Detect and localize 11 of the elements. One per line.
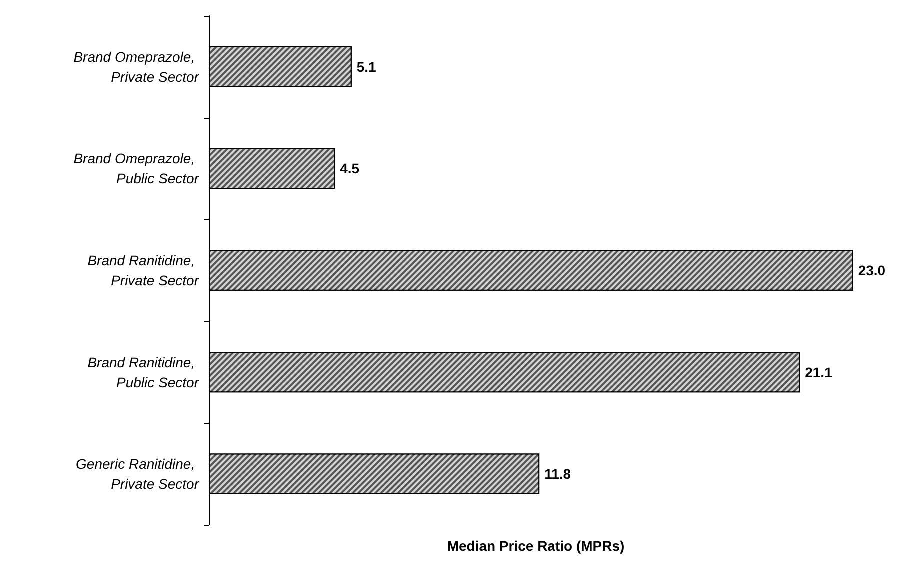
- data-label: 5.1: [356, 58, 377, 75]
- y-tick-label: Generic Ranitidine, Private Sector: [76, 456, 200, 492]
- y-tick-label: Brand Omeprazole, Public Sector: [74, 150, 200, 187]
- x-axis-title: Median Price Ratio (MPRs): [447, 538, 625, 554]
- y-tick-label: Brand Ranitidine, Private Sector: [88, 252, 200, 288]
- data-label: 23.0: [858, 262, 886, 278]
- data-label: 4.5: [340, 160, 360, 177]
- y-tick-label: Brand Ranitidine, Public Sector: [88, 354, 200, 390]
- data-label: 11.8: [544, 466, 572, 482]
- data-label: 21.1: [805, 364, 833, 380]
- y-tick-label: Brand Omeprazole, Private Sector: [74, 48, 200, 85]
